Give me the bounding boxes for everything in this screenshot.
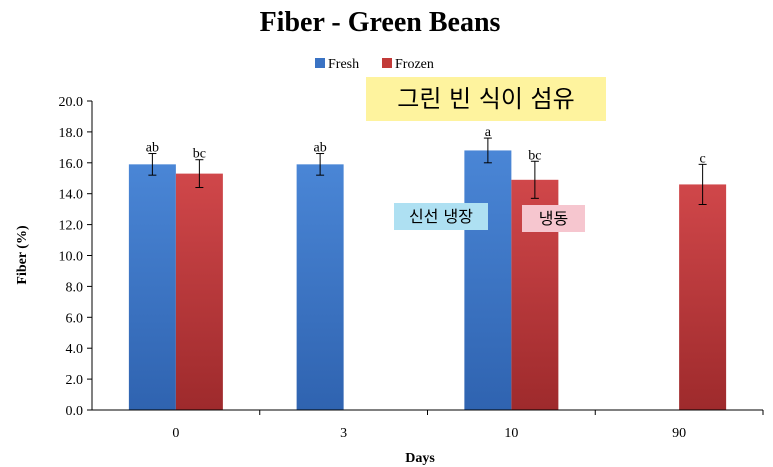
y-axis-ticks: 0.0 2.0 4.0 6.0 8.0 10.0 12.0 14.0 16.0 18.0 20.0 [59, 95, 92, 419]
x-axis-title: Days [405, 451, 435, 466]
annotation-frozen: 냉동 [522, 205, 585, 232]
bar-fresh [128, 164, 176, 410]
annotation-fresh-storage: 신선 냉장 [394, 203, 488, 230]
significance-label-fresh: ab [146, 141, 159, 156]
y-tick-label: 4.0 [66, 342, 84, 357]
y-tick-label: 14.0 [59, 188, 84, 203]
bars [128, 150, 727, 410]
bar-fresh [464, 150, 512, 410]
y-tick-label: 10.0 [59, 250, 84, 265]
y-axis-title: Fiber (%) [15, 225, 30, 285]
annotation-green-bean-fiber: 그린 빈 식이 섬유 [366, 77, 606, 121]
significance-label-frozen: c [700, 151, 706, 166]
x-tick-label: 3 [340, 426, 347, 441]
significance-label-fresh: ab [314, 141, 327, 156]
bar-fresh [296, 164, 344, 410]
x-tick-label: 10 [504, 426, 518, 441]
y-tick-label: 20.0 [59, 95, 84, 110]
chart-title: Fiber - Green Beans [260, 7, 501, 38]
significance-label-fresh: a [485, 125, 492, 140]
y-tick-label: 18.0 [59, 126, 84, 141]
significance-label-frozen: bc [193, 147, 206, 162]
bar-frozen [679, 184, 727, 410]
legend-label-frozen: Frozen [395, 57, 434, 72]
y-tick-label: 6.0 [66, 311, 84, 326]
y-tick-label: 12.0 [59, 219, 84, 234]
legend-swatch-frozen [382, 58, 392, 68]
y-tick-label: 2.0 [66, 373, 84, 388]
y-tick-label: 8.0 [66, 280, 84, 295]
x-axis-ticks: 0 3 10 90 [172, 410, 764, 441]
error-bars [148, 137, 707, 206]
bar-frozen [175, 173, 223, 410]
legend-swatch-fresh [315, 58, 325, 68]
x-tick-label: 0 [172, 426, 179, 441]
y-tick-label: 16.0 [59, 157, 84, 172]
x-tick-label: 90 [672, 426, 686, 441]
legend: Fresh Frozen [315, 57, 434, 72]
legend-label-fresh: Fresh [328, 57, 359, 72]
significance-labels: ab bc ab a bc c [146, 125, 706, 166]
y-tick-label: 0.0 [66, 404, 84, 419]
significance-label-frozen: bc [528, 148, 541, 163]
